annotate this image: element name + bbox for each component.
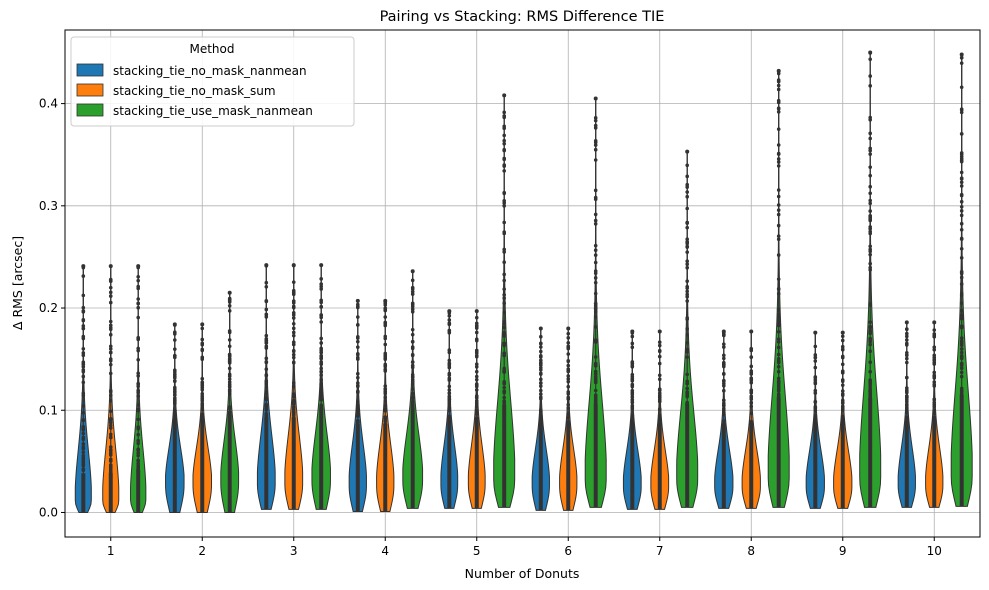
- violin-max-point: [840, 330, 845, 335]
- legend-label: stacking_tie_no_mask_sum: [113, 84, 276, 98]
- violin-max-point: [868, 50, 873, 55]
- violin-max-point: [959, 52, 964, 57]
- axis-ticks: 0.0 0.1 0.2 0.3 0.4 1 2 3 4 5 6 7 8 9 10: [39, 97, 942, 558]
- violin: [130, 264, 147, 513]
- y-tick-label: 0.3: [39, 199, 58, 213]
- x-tick-label: 3: [290, 544, 298, 558]
- violin: [741, 329, 761, 509]
- violin: [950, 52, 973, 507]
- violin-max-point: [319, 263, 324, 268]
- violin: [714, 329, 734, 509]
- legend-swatch: [76, 83, 104, 97]
- violin: [467, 309, 486, 509]
- legend-label: stacking_tie_use_mask_nanmean: [113, 104, 313, 118]
- violin: [650, 329, 670, 510]
- violin: [348, 298, 367, 512]
- violin-max-point: [383, 298, 388, 303]
- legend-box: [70, 36, 355, 127]
- violin: [402, 269, 424, 509]
- violin-max-point: [227, 290, 232, 295]
- violin: [74, 264, 92, 513]
- y-tick-label: 0.0: [39, 505, 58, 519]
- y-axis-label: Δ RMS [arcsec]: [10, 236, 25, 330]
- legend-swatch: [76, 63, 104, 77]
- violin-max-point: [81, 264, 86, 269]
- violin: [376, 298, 395, 512]
- violin-max-point: [538, 326, 543, 331]
- violin-max-point: [410, 269, 415, 274]
- violin-max-point: [447, 309, 452, 314]
- violin-max-point: [264, 263, 269, 268]
- chart-title: Pairing vs Stacking: RMS Difference TIE: [380, 9, 665, 25]
- violin-max-point: [136, 264, 141, 269]
- violin-max-point: [749, 329, 754, 334]
- violin-max-point: [566, 326, 571, 331]
- violin: [584, 96, 607, 508]
- violin: [284, 263, 304, 510]
- violin: [440, 309, 459, 509]
- violin: [859, 50, 882, 508]
- violin: [676, 149, 699, 508]
- violin: [102, 264, 120, 513]
- violin: [220, 290, 240, 513]
- violin: [833, 330, 853, 509]
- legend-title: Method: [189, 42, 234, 56]
- violin-max-point: [776, 68, 781, 73]
- violin-max-point: [108, 264, 113, 269]
- x-tick-label: 6: [564, 544, 572, 558]
- violin: [805, 330, 825, 509]
- x-tick-label: 2: [198, 544, 206, 558]
- x-tick-label: 1: [107, 544, 115, 558]
- violin: [767, 68, 790, 508]
- violin-max-point: [630, 329, 635, 334]
- legend: Method stacking_tie_no_mask_nanmeanstack…: [70, 36, 355, 127]
- violin-max-point: [904, 320, 909, 325]
- y-tick-label: 0.4: [39, 97, 58, 111]
- x-tick-label: 4: [381, 544, 389, 558]
- violin-max-point: [200, 322, 205, 327]
- legend-swatch: [76, 103, 104, 117]
- violin-max-point: [474, 309, 479, 314]
- violin-max-point: [355, 298, 360, 303]
- y-tick-label: 0.2: [39, 301, 58, 315]
- violin-max-point: [721, 329, 726, 334]
- violin: [165, 322, 185, 513]
- y-tick-label: 0.1: [39, 403, 58, 417]
- violins: [74, 50, 973, 513]
- violin: [559, 326, 578, 511]
- violin: [493, 93, 516, 508]
- violin: [531, 326, 550, 511]
- x-axis-label: Number of Donuts: [465, 566, 580, 581]
- violin-max-point: [685, 149, 690, 154]
- violin: [256, 263, 276, 510]
- x-tick-label: 10: [927, 544, 942, 558]
- violin: [622, 329, 642, 510]
- violin: [311, 263, 331, 510]
- plot-frame: [64, 29, 981, 538]
- violin-max-point: [172, 322, 177, 327]
- violin-max-point: [291, 263, 296, 268]
- x-tick-label: 8: [747, 544, 755, 558]
- x-tick-label: 7: [656, 544, 664, 558]
- violin-max-point: [657, 329, 662, 334]
- violin: [925, 320, 944, 508]
- x-tick-label: 9: [839, 544, 847, 558]
- violin-max-point: [593, 96, 598, 101]
- violin: [897, 320, 916, 508]
- violin: [192, 322, 213, 513]
- violin-max-point: [932, 320, 937, 325]
- legend-label: stacking_tie_no_mask_nanmean: [113, 64, 307, 78]
- x-tick-label: 5: [473, 544, 481, 558]
- violin-max-point: [502, 93, 507, 98]
- violin-max-point: [813, 330, 818, 335]
